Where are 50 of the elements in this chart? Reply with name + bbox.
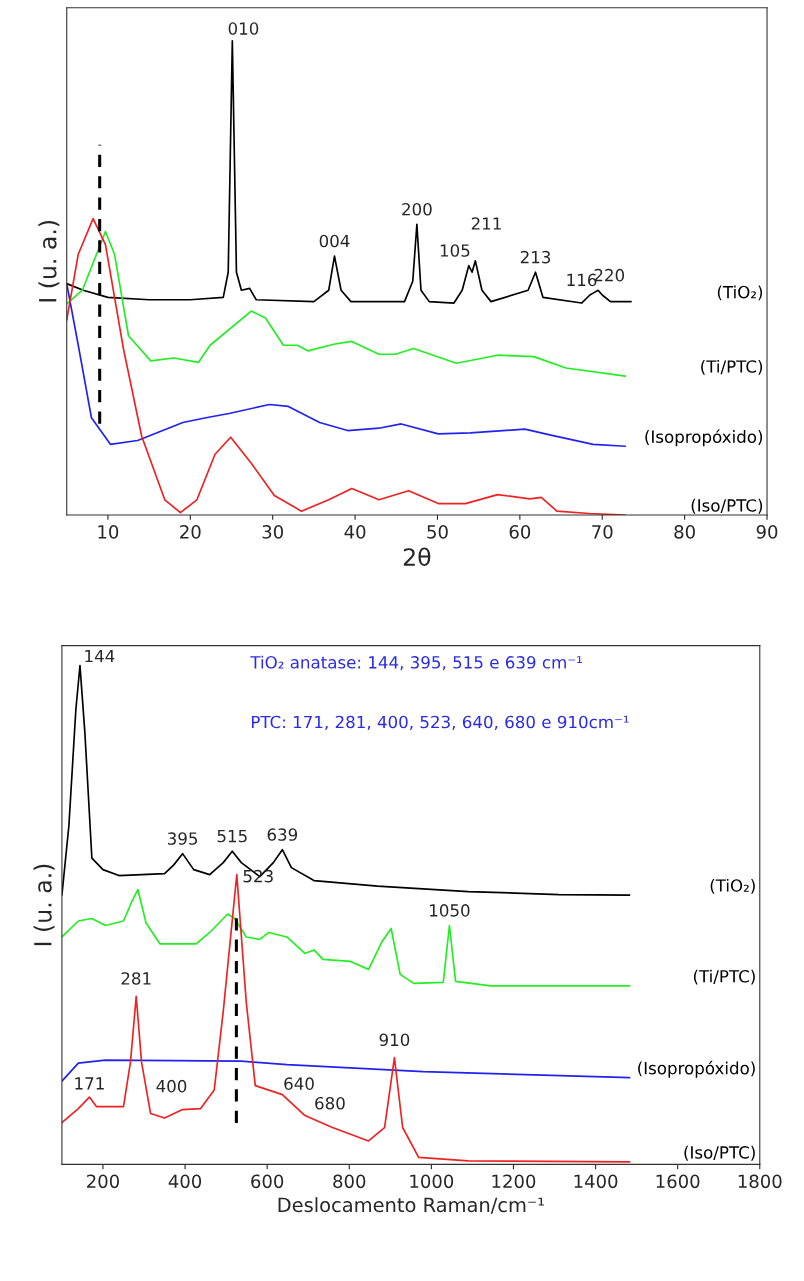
- x-tick-label: 10: [98, 525, 119, 539]
- series-label: (Isopropóxido): [638, 1060, 755, 1078]
- annotation: 144: [85, 649, 115, 663]
- x-tick-label: 30: [262, 525, 283, 539]
- annotation: 910: [379, 1033, 410, 1047]
- annotation: 400: [156, 1079, 187, 1093]
- x-tick-label: 1800: [738, 1174, 782, 1189]
- annotation: 281: [121, 972, 151, 985]
- annotation: PTC: 171, 281, 400, 523, 640, 680 e 910cm⁻¹: [251, 715, 629, 730]
- annotation: 171: [75, 1077, 104, 1090]
- annotation: 640: [284, 1077, 314, 1090]
- x-axis-title: Deslocamento Raman/cm⁻¹: [278, 1197, 544, 1214]
- x-tick-label: 1600: [656, 1174, 700, 1189]
- annotation: 523: [243, 869, 273, 883]
- text: (TiO₂): [717, 285, 763, 301]
- annotation: 1050: [430, 904, 470, 917]
- annotation: TiO₂ anatase: 144, 395, 515 e 639 cm⁻¹: [250, 655, 582, 671]
- text: (Iso/PTC): [684, 1145, 755, 1161]
- annotation: 105: [440, 244, 470, 257]
- x-tick-label: 600: [251, 1174, 284, 1189]
- text: (Ti/PTC): [701, 359, 763, 375]
- x-tick-label: 400: [168, 1174, 202, 1189]
- x-tick-label: 800: [333, 1174, 366, 1189]
- annotation: 680: [315, 1096, 345, 1110]
- x-tick-label: 90: [756, 525, 778, 539]
- x-tick-label: 60: [509, 525, 531, 539]
- x-tick-label: 40: [344, 525, 366, 539]
- annotation: 200: [402, 202, 432, 216]
- annotation: 004: [319, 234, 350, 248]
- x-tick-label: 20: [180, 525, 201, 539]
- y-axis-title: I (u. a.): [38, 220, 60, 302]
- x-tick-label: 50: [427, 525, 448, 539]
- text: (Iso/PTC): [691, 498, 763, 514]
- y-axis-title: I (u. a.): [33, 864, 55, 946]
- x-tick-label: 70: [592, 525, 613, 539]
- annotation: 010: [228, 22, 259, 35]
- annotation: 211: [471, 217, 501, 230]
- annotation: 639: [267, 828, 298, 841]
- text: (TiO₂): [710, 878, 755, 894]
- x-axis-title: 2θ: [403, 547, 431, 566]
- x-tick-label: 80: [674, 525, 695, 539]
- annotation: 213: [520, 250, 551, 264]
- x-tick-label: 1400: [574, 1174, 618, 1189]
- text: (Ti/PTC): [693, 969, 755, 985]
- annotation: 515: [217, 829, 247, 843]
- x-tick-label: 1200: [492, 1174, 536, 1189]
- x-tick-label: 1000: [410, 1174, 454, 1189]
- x-tick-label: 200: [87, 1174, 119, 1189]
- annotation: 395: [167, 832, 198, 845]
- series-label: (Isopropóxido): [645, 429, 763, 447]
